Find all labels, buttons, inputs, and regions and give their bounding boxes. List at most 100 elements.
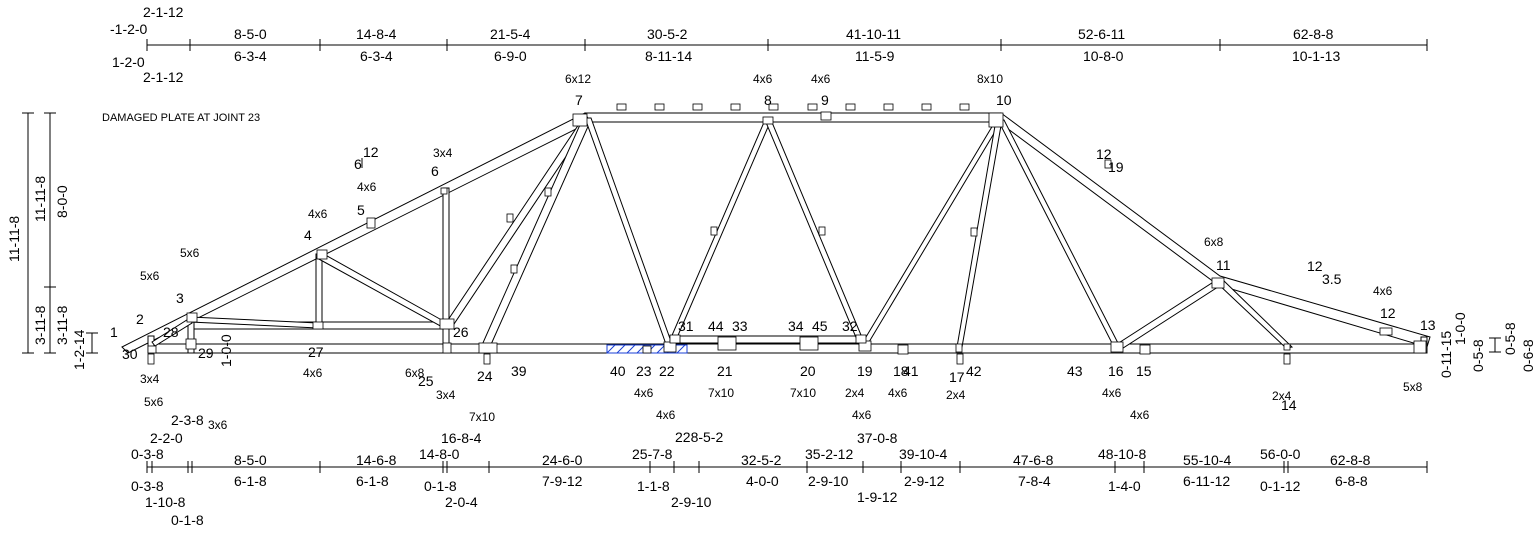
joint-12: 12 <box>1380 305 1396 321</box>
top-chord-middle <box>584 112 1002 123</box>
joint-25: 25 <box>418 373 434 389</box>
plate-24 <box>478 342 498 354</box>
plate-size-11: 6x8 <box>1204 235 1224 249</box>
bot-dim-extra-7: 2-3-8 <box>171 412 204 428</box>
brace-web-7 <box>1104 159 1112 169</box>
joint-2: 2 <box>136 311 144 327</box>
slope-mid-run: 19 <box>1108 159 1124 175</box>
joint-29: 29 <box>198 345 214 361</box>
plate-30 <box>147 345 157 354</box>
top-chord-right <box>995 112 1431 348</box>
bot-dim-extra-9: 228-5-2 <box>675 429 723 445</box>
bot-dim-upper-13: 56-0-0 <box>1260 446 1301 462</box>
brace-web-2 <box>544 187 552 197</box>
plate-size-labels: 6x12 4x6 4x6 8x10 3x4 4x6 4x6 5x6 5x6 6x… <box>140 72 1423 432</box>
joint-40: 40 <box>610 363 626 379</box>
plate-size-7: 6x12 <box>565 72 591 86</box>
bearing-14 <box>1283 353 1291 365</box>
bottom-dimension-line: 0-3-8 8-5-0 14-6-8 14-8-0 24-6-0 25-7-8 … <box>131 412 1428 528</box>
vertical-4-27 <box>315 253 323 327</box>
bot-dim-lower-11: 1-4-0 <box>1108 478 1141 494</box>
joint-15: 15 <box>1136 363 1152 379</box>
plate-size-24: 3x4 <box>436 388 456 402</box>
joint-13: 13 <box>1420 317 1436 333</box>
top-dim-upper-6: 52-6-11 <box>1078 26 1125 42</box>
web-4-26 <box>316 251 448 329</box>
top-dim-upper-1: 8-5-0 <box>234 26 267 42</box>
left-dim-heel-3: 1-2-14 <box>71 329 87 370</box>
plate-size-27: 4x6 <box>303 366 323 380</box>
plate-size-19: 2x4 <box>845 386 865 400</box>
joint-20: 20 <box>800 363 816 379</box>
top-dim-lower-3: 6-9-0 <box>494 48 527 64</box>
plate-31 <box>669 334 681 344</box>
left-dim-overall: 11-11-8 <box>6 216 22 262</box>
bot-dim-upper-7: 32-5-2 <box>741 452 782 468</box>
plate-size-3b: 5x6 <box>140 269 160 283</box>
joint-28: 28 <box>163 324 179 340</box>
top-dim-lower-6: 10-8-0 <box>1083 48 1124 64</box>
brace-8 <box>883 103 894 111</box>
top-dim-upper-3: 21-5-4 <box>490 26 531 42</box>
joint-27: 27 <box>308 344 324 360</box>
joint-18: 18 <box>893 363 909 379</box>
top-dim-extra-2: -1-2-0 <box>110 21 148 37</box>
slope-left-rise: 12 <box>363 144 379 160</box>
plate-8 <box>762 116 774 125</box>
top-dim-upper-5: 41-10-11 <box>846 26 901 42</box>
brace-web-1 <box>506 213 514 223</box>
joint-32: 32 <box>842 318 858 334</box>
bot-dim-upper-10: 47-6-8 <box>1013 452 1054 468</box>
plate-10 <box>988 112 1004 128</box>
joint-10: 10 <box>996 92 1012 108</box>
plate-3 <box>186 312 198 323</box>
bot-dim-extra-6: 2-2-0 <box>150 430 183 446</box>
top-dim-upper-2: 14-8-4 <box>356 26 397 42</box>
slope-right-run: 3.5 <box>1322 271 1342 287</box>
right-dim-4: 0-6-8 <box>1520 339 1536 372</box>
plate-size-6: 3x4 <box>433 146 453 160</box>
brace-web-6 <box>970 227 978 237</box>
brace-2 <box>654 103 665 111</box>
top-dim-lower-5: 11-5-9 <box>855 48 895 64</box>
slope-right-rise: 12 <box>1307 258 1323 274</box>
joint-11: 11 <box>1216 257 1231 273</box>
joint-41: 41 <box>903 363 919 379</box>
bot-dim-upper-8: 35-2-12 <box>805 446 853 462</box>
plate-size-5: 4x6 <box>357 180 377 194</box>
bot-dim-upper-5: 24-6-0 <box>542 452 583 468</box>
right-dim-5: 0-5-8 <box>1502 322 1518 355</box>
plate-5 <box>366 217 376 229</box>
bottom-chord-mid-raised <box>671 335 865 344</box>
left-dim-top-1: 11-11-8 <box>32 176 48 222</box>
plate-32 <box>855 334 867 344</box>
bot-dim-extra-10: 37-0-8 <box>857 430 898 446</box>
plate-25 <box>442 342 452 354</box>
top-dimension-line: 2-1-12 -1-2-0 1-2-0 2-1-12 8-5-0 14-8-4 … <box>110 4 1428 85</box>
plate-23 <box>642 345 652 354</box>
top-dim-extra-3: 1-2-0 <box>112 54 145 70</box>
bot-dim-upper-11: 48-10-8 <box>1098 446 1146 462</box>
top-dim-lower-1: 6-3-4 <box>234 48 267 64</box>
joint-45: 45 <box>812 318 828 334</box>
joint-44: 44 <box>708 318 724 334</box>
bearing-30 <box>147 353 155 365</box>
damage-note: DAMAGED PLATE AT JOINT 23 <box>102 112 260 124</box>
right-dim-2: 1-0-0 <box>1452 312 1468 345</box>
top-dim-upper-7: 62-8-8 <box>1293 26 1334 42</box>
joint-31: 31 <box>678 318 694 334</box>
plate-size-3a: 5x6 <box>180 246 200 260</box>
joint-39: 39 <box>511 363 527 379</box>
plate-size-13: 5x8 <box>1403 380 1423 394</box>
bot-dim-lower-12: 6-11-12 <box>1183 473 1230 489</box>
joint-19: 19 <box>857 363 873 379</box>
plate-size-23: 4x6 <box>634 386 654 400</box>
bot-dim-upper-3: 14-6-8 <box>356 452 397 468</box>
plate-14 <box>1283 343 1291 351</box>
plate-16 <box>1110 341 1124 353</box>
brace-web-5 <box>818 226 826 236</box>
joint-7: 7 <box>575 92 583 108</box>
plate-size-39: 7x10 <box>469 410 495 424</box>
brace-5 <box>768 103 779 111</box>
plate-size-16: 4x6 <box>1102 386 1122 400</box>
